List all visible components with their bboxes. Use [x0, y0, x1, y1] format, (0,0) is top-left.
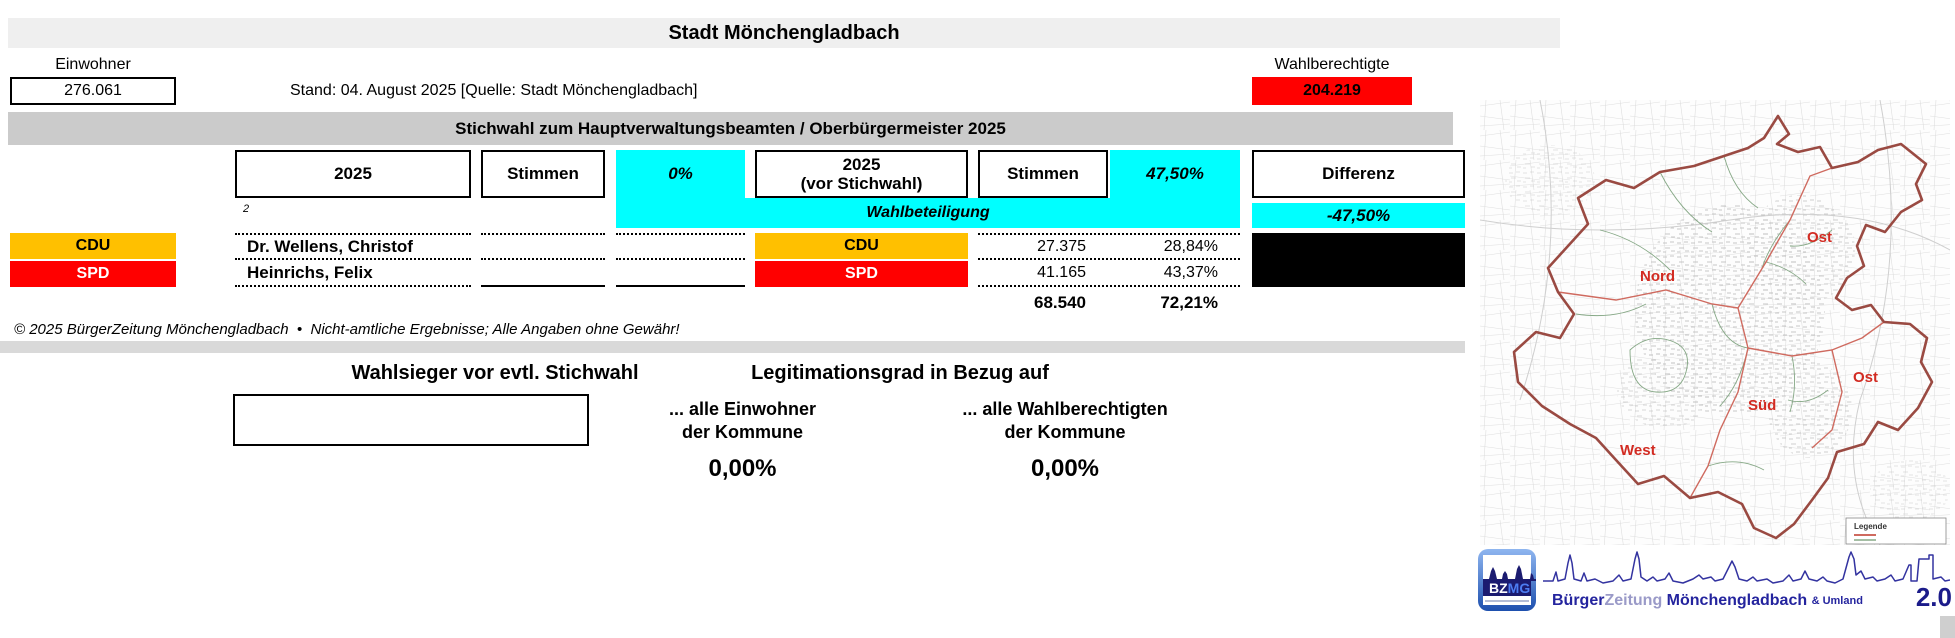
brand-part-city: Mönchengladbach — [1666, 592, 1808, 609]
pct-new-cell — [616, 260, 745, 287]
column-header-stimmen-1: Stimmen — [481, 150, 605, 198]
column-header-differenz: Differenz — [1252, 150, 1465, 198]
map-label-ost-top: Ost — [1807, 229, 1832, 246]
brand-part-suffix: & Umland — [1811, 595, 1863, 607]
section-divider — [0, 341, 1465, 353]
district-borders — [1557, 167, 1885, 499]
wahlbeteiligung-label: Wahlbeteiligung — [866, 204, 990, 221]
svg-text:BZMG: BZMG — [1489, 580, 1530, 596]
column-header-stimmen-2: Stimmen — [978, 150, 1108, 198]
turnout-prev-cell: 47,50% — [1110, 150, 1240, 228]
map-label-sued: Süd — [1748, 397, 1776, 414]
party-chip-spd: SPD — [10, 261, 176, 287]
column-header-vor-stichwahl: 2025 (vor Stichwahl) — [755, 150, 968, 198]
turnout-band — [745, 198, 1110, 228]
turnout-new-value: 0% — [668, 164, 693, 183]
election-title-bar: Stichwahl zum Hauptverwaltungsbeamten / … — [8, 112, 1453, 145]
turnout-prev-value: 47,50% — [1146, 164, 1204, 183]
status-line: Stand: 04. August 2025 [Quelle: Stadt Mö… — [290, 82, 698, 99]
vor-stichwahl-line1: 2025 — [842, 154, 881, 174]
ref-einwohner-line1: ... alle Einwohner — [668, 399, 817, 419]
stimmen-new-cell — [481, 260, 605, 287]
candidate-name: Dr. Wellens, Christof — [235, 233, 471, 260]
pct-new-cell — [616, 233, 745, 260]
copyright-note: © 2025 BürgerZeitung Mönchengladbach • N… — [14, 320, 680, 338]
subdistrict-borders — [1575, 155, 1833, 471]
total-stimmen: 68.540 — [1034, 293, 1086, 312]
page-title: Stadt Mönchengladbach — [8, 18, 1560, 48]
map-label-west: West — [1620, 442, 1656, 459]
map-label-nord: Nord — [1640, 268, 1675, 285]
map-legend-title: Legende — [1854, 522, 1887, 531]
legitimation-heading: Legitimationsgrad in Bezug auf — [751, 361, 1049, 384]
ref-wahlberechtigte-label: ... alle Wahlberechtigten der Kommune — [905, 398, 1225, 444]
footnote-marker: 2 — [243, 203, 250, 215]
bzmg-logo: BZMG — [1478, 549, 1538, 611]
turnout-difference-value: -47,50% — [1252, 203, 1465, 228]
ref-einwohner-line2: der Kommune — [681, 422, 804, 442]
party-chip-spd-prev: SPD — [755, 261, 968, 287]
column-header-2025: 2025 — [235, 150, 471, 198]
badge-bz: BZ — [1489, 580, 1508, 596]
badge-mg: MG — [1508, 580, 1531, 596]
einwohner-value-box: 276.061 — [10, 77, 176, 105]
bzmg-logo-icon: BZMG — [1478, 549, 1538, 611]
total-pct: 72,21% — [1160, 293, 1218, 312]
city-district-map: Ost Nord Ost Süd West Legende — [1479, 99, 1951, 546]
stimmen-new-cell — [481, 233, 605, 260]
einwohner-label: Einwohner — [55, 56, 131, 73]
ref-wahlberechtigte-line1: ... alle Wahlberechtigten — [962, 399, 1168, 419]
pct-prev-cell: 43,37% — [1110, 260, 1240, 287]
skyline-illustration — [1543, 550, 1951, 592]
vor-stichwahl-line2: (vor Stichwahl) — [800, 174, 923, 193]
stimmen-prev-cell: 27.375 — [978, 233, 1108, 260]
brand-part-zeitung: Zeitung — [1604, 592, 1663, 609]
party-chip-cdu: CDU — [10, 233, 176, 259]
stimmen-prev-cell: 41.165 — [978, 260, 1108, 287]
wahlsieger-empty-box — [233, 394, 589, 446]
city-boundary — [1512, 114, 1934, 540]
brand-part-buerger: Bürger — [1552, 592, 1605, 609]
pct-prev-cell: 28,84% — [1110, 233, 1240, 260]
turnout-new-cell: 0% — [616, 150, 745, 228]
wahlberechtigte-value-box: 204.219 — [1252, 77, 1412, 105]
ref-wahlberechtigte-line2: der Kommune — [1004, 422, 1126, 442]
ref-einwohner-label: ... alle Einwohner der Kommune — [620, 398, 865, 444]
legitimation-pct-wahlberechtigte: 0,00% — [1030, 455, 1100, 482]
difference-blackout-box — [1252, 233, 1465, 287]
wahlsieger-heading: Wahlsieger vor evtl. Stichwahl — [351, 361, 639, 384]
legitimation-pct-einwohner: 0,00% — [708, 455, 777, 482]
scrollbar-corner — [1940, 616, 1955, 638]
brand-wordmark: Bürger Zeitung Mönchengladbach & Umland — [1552, 591, 1863, 611]
wahlberechtigte-label: Wahlberechtigte — [1274, 56, 1390, 73]
candidate-name: Heinrichs, Felix — [235, 260, 471, 287]
party-chip-cdu-prev: CDU — [755, 233, 968, 259]
map-legend: Legende — [1845, 517, 1947, 545]
version-label: 2.0 — [1915, 582, 1952, 612]
map-label-ost-right: Ost — [1853, 369, 1878, 386]
map-image: Ost Nord Ost Süd West Legende — [1479, 99, 1951, 546]
